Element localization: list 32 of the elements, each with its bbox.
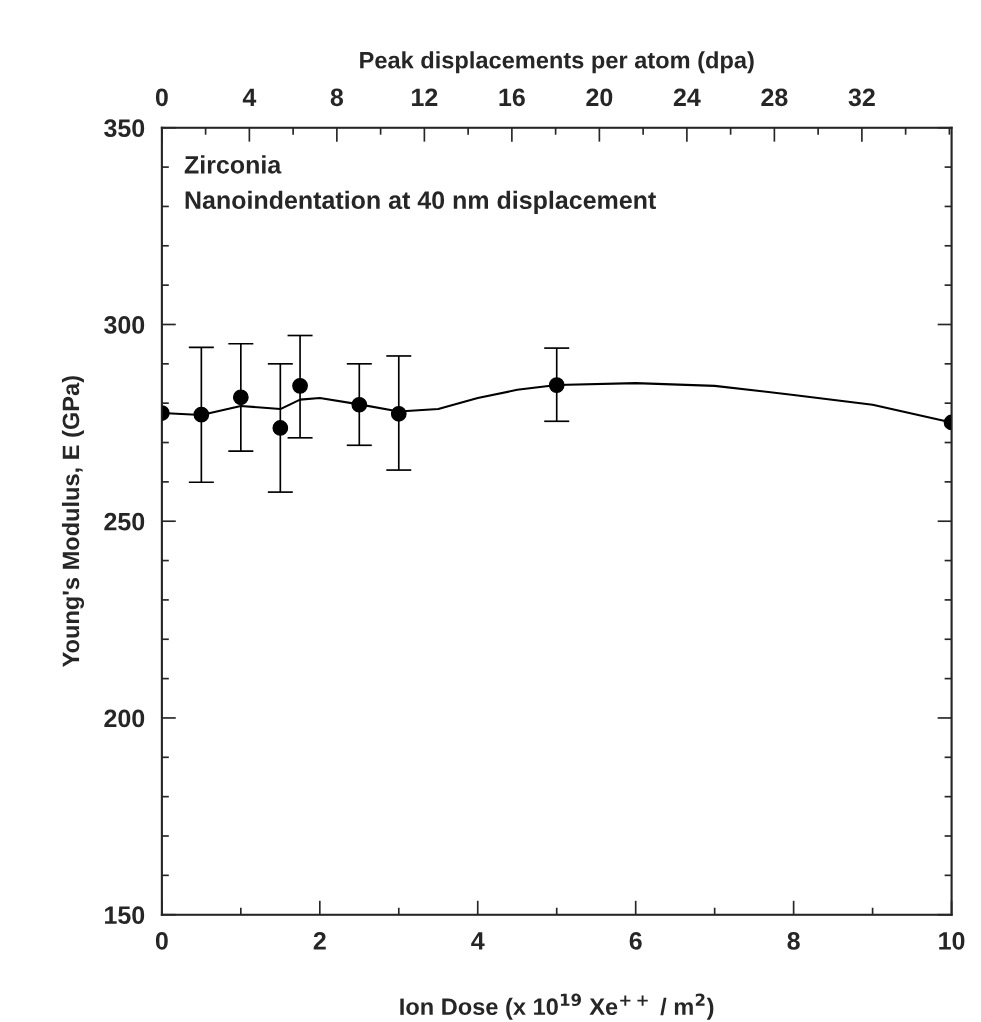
x2-tick-label: 8 <box>330 88 344 107</box>
x2-tick-label: 32 <box>848 88 875 107</box>
x2-tick-label: 28 <box>761 88 788 107</box>
point <box>390 405 407 422</box>
x-tick-label: 8 <box>787 932 800 950</box>
annotation: Nanoindentation at 40 nm displacement <box>185 190 656 215</box>
x2-tick-label: 16 <box>499 88 525 107</box>
point <box>351 396 368 413</box>
point <box>272 420 289 436</box>
x2-axis-title: Peak displacements per atom (dpa) <box>360 51 754 74</box>
x-tick-label: 0 <box>155 932 168 950</box>
x2-tick-label: 0 <box>155 88 168 107</box>
y-tick-label: 150 <box>105 906 145 924</box>
x-tick-label: 10 <box>939 932 965 950</box>
x2-tick-label: 24 <box>673 88 701 106</box>
point <box>548 377 565 393</box>
x-tick-label: 2 <box>313 932 326 950</box>
annotation: Zirconia <box>184 155 282 174</box>
y-tick-label: 350 <box>104 119 145 138</box>
x2-tick-label: 12 <box>412 88 438 106</box>
x-tick-label: 6 <box>629 932 642 950</box>
point <box>232 389 249 406</box>
point <box>193 406 210 423</box>
x2-tick-label: 20 <box>586 88 613 107</box>
y-tick-label: 250 <box>104 512 145 531</box>
x-tick-label: 4 <box>471 932 485 950</box>
point <box>292 377 308 394</box>
y-tick-label: 200 <box>104 709 145 728</box>
x2-tick-label: 4 <box>242 88 257 106</box>
y-axis-title: Young's Modulus, E (GPa) <box>61 376 85 668</box>
x-axis-title: Ion Dose (x 10$^{19}$ Xe$^{++}$ / m$^{2}$) <box>400 993 714 1020</box>
y-tick-label: 300 <box>104 316 145 334</box>
